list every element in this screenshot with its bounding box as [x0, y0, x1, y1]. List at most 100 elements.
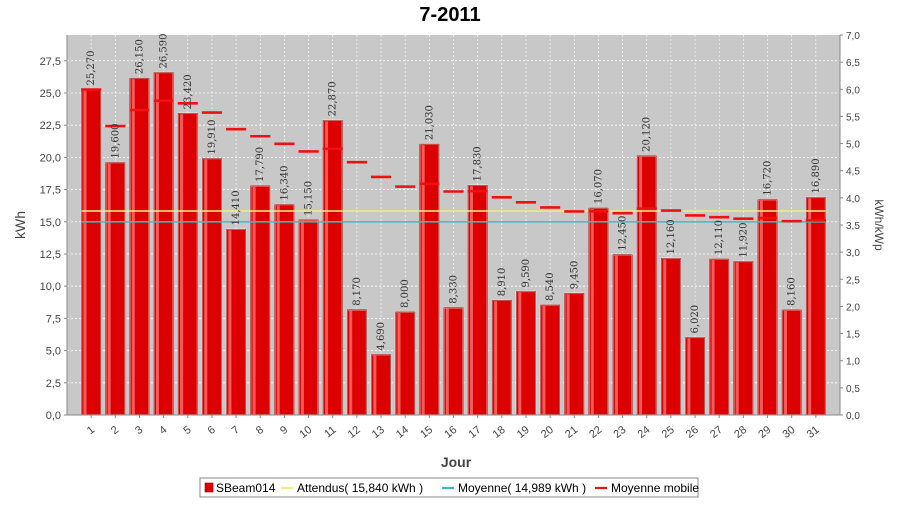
legend-item-moving-average: Moyenne mobile — [595, 481, 699, 495]
bar — [274, 203, 295, 416]
y2-tick-label: 0,5 — [846, 384, 860, 395]
x-tick-label: 16 — [442, 424, 459, 441]
bar-data-label: 20,120 — [642, 117, 653, 152]
y-axis-title: kWh — [12, 211, 28, 239]
y2-tick-label: 5,5 — [846, 112, 860, 123]
bar-data-label: 8,170 — [352, 277, 363, 306]
x-tick-label: 19 — [515, 424, 532, 441]
bar-highlight — [687, 338, 691, 415]
y2-tick-label: 6,5 — [846, 58, 860, 69]
bar — [708, 258, 730, 416]
x-tick-label: 22 — [587, 424, 604, 441]
x-tick-label: 10 — [297, 424, 314, 441]
legend-label: Attendus( 15,840 kWh ) — [297, 481, 423, 495]
x-axis-title: Jour — [441, 454, 472, 470]
bar-highlight — [566, 294, 570, 415]
bar-highlight — [155, 73, 159, 416]
bar — [467, 184, 488, 416]
bar-data-label: 12,160 — [666, 219, 677, 254]
x-tick-label: 24 — [636, 424, 653, 441]
y2-tick-label: 0,0 — [846, 411, 860, 422]
bar-data-label: 15,150 — [304, 181, 315, 216]
legend-label: Moyenne( 14,989 kWh ) — [458, 481, 586, 495]
bar-highlight — [131, 79, 135, 416]
bar-data-label: 8,160 — [787, 277, 798, 306]
bar — [201, 157, 223, 416]
y-tick-label: 20,0 — [40, 152, 61, 164]
x-tick-label: 27 — [708, 424, 725, 441]
bar — [129, 77, 150, 416]
y-tick-label: 5,0 — [46, 346, 61, 358]
bar — [249, 185, 271, 416]
y2-tick-label: 3,0 — [846, 248, 860, 259]
bar-data-label: 8,000 — [400, 279, 411, 308]
y-tick-label: 17,5 — [40, 185, 61, 197]
bar-data-label: 9,450 — [569, 261, 580, 290]
bar-data-label: 6,020 — [690, 305, 701, 334]
bar-data-label: 17,790 — [255, 147, 266, 182]
legend-item-average: Moyenne( 14,989 kWh ) — [442, 481, 586, 495]
x-tick-label: 20 — [539, 424, 556, 441]
bar — [153, 71, 174, 416]
x-tick-label: 7 — [230, 424, 242, 437]
x-tick-label: 2 — [109, 424, 121, 437]
legend-item-sbeam014: SBeam014 — [204, 481, 276, 495]
y2-tick-label: 3,5 — [846, 221, 860, 232]
bar — [394, 311, 416, 416]
bar-highlight — [83, 90, 87, 416]
x-tick-label: 13 — [370, 424, 387, 441]
bar-data-label: 12,110 — [714, 220, 725, 255]
x-tick-label: 11 — [322, 424, 338, 440]
x-tick-label: 29 — [756, 424, 773, 441]
y-tick-label: 0,0 — [46, 410, 61, 422]
bar-highlight — [252, 186, 256, 415]
x-tick-label: 26 — [684, 424, 701, 441]
bar-data-label: 22,870 — [328, 81, 339, 116]
bar — [105, 161, 126, 416]
x-tick-label: 9 — [278, 424, 290, 437]
y2-tick-label: 4,5 — [846, 167, 860, 178]
x-tick-label: 1 — [85, 424, 97, 437]
x-tick-label: 30 — [780, 424, 797, 441]
y2-tick-label: 2,5 — [846, 275, 860, 286]
bar-data-label: 11,920 — [738, 222, 749, 257]
y2-tick-label: 7,0 — [846, 31, 860, 42]
bar — [636, 155, 658, 416]
bar — [443, 307, 464, 416]
chart-title: 7-2011 — [419, 4, 480, 26]
bar-data-label: 26,590 — [159, 33, 170, 68]
bar-highlight — [469, 186, 473, 415]
bar — [564, 292, 585, 416]
y-tick-label: 12,5 — [40, 249, 61, 261]
bar — [539, 304, 561, 416]
bar — [346, 309, 368, 416]
x-tick-label: 28 — [732, 424, 749, 441]
y2-tick-label: 2,0 — [846, 302, 860, 313]
y2-tick-label: 5,0 — [846, 140, 860, 151]
bar-data-label: 19,600 — [110, 124, 121, 159]
bar — [515, 290, 537, 416]
legend-item-expected: Attendus( 15,840 kWh ) — [281, 481, 423, 495]
bar-highlight — [735, 262, 739, 415]
bar-highlight — [711, 260, 715, 415]
bar-highlight — [639, 156, 643, 415]
bar-data-label: 8,910 — [497, 268, 508, 297]
bar-data-label: 25,270 — [86, 50, 97, 85]
x-tick-label: 31 — [805, 424, 822, 441]
x-tick-label: 8 — [254, 424, 266, 437]
bar-highlight — [276, 205, 280, 415]
legend-label: SBeam014 — [216, 481, 276, 495]
y-tick-label: 10,0 — [40, 281, 61, 293]
y2-tick-label: 1,0 — [846, 357, 860, 368]
bar-highlight — [204, 159, 208, 415]
bar-highlight — [542, 305, 546, 415]
x-tick-label: 21 — [563, 424, 580, 441]
bar-highlight — [808, 198, 812, 415]
bar-data-label: 16,340 — [279, 166, 290, 201]
bar-highlight — [300, 220, 304, 415]
bar — [612, 254, 633, 416]
bar-data-label: 23,420 — [183, 74, 194, 109]
legend-swatch — [204, 482, 214, 493]
bar-highlight — [349, 310, 353, 415]
